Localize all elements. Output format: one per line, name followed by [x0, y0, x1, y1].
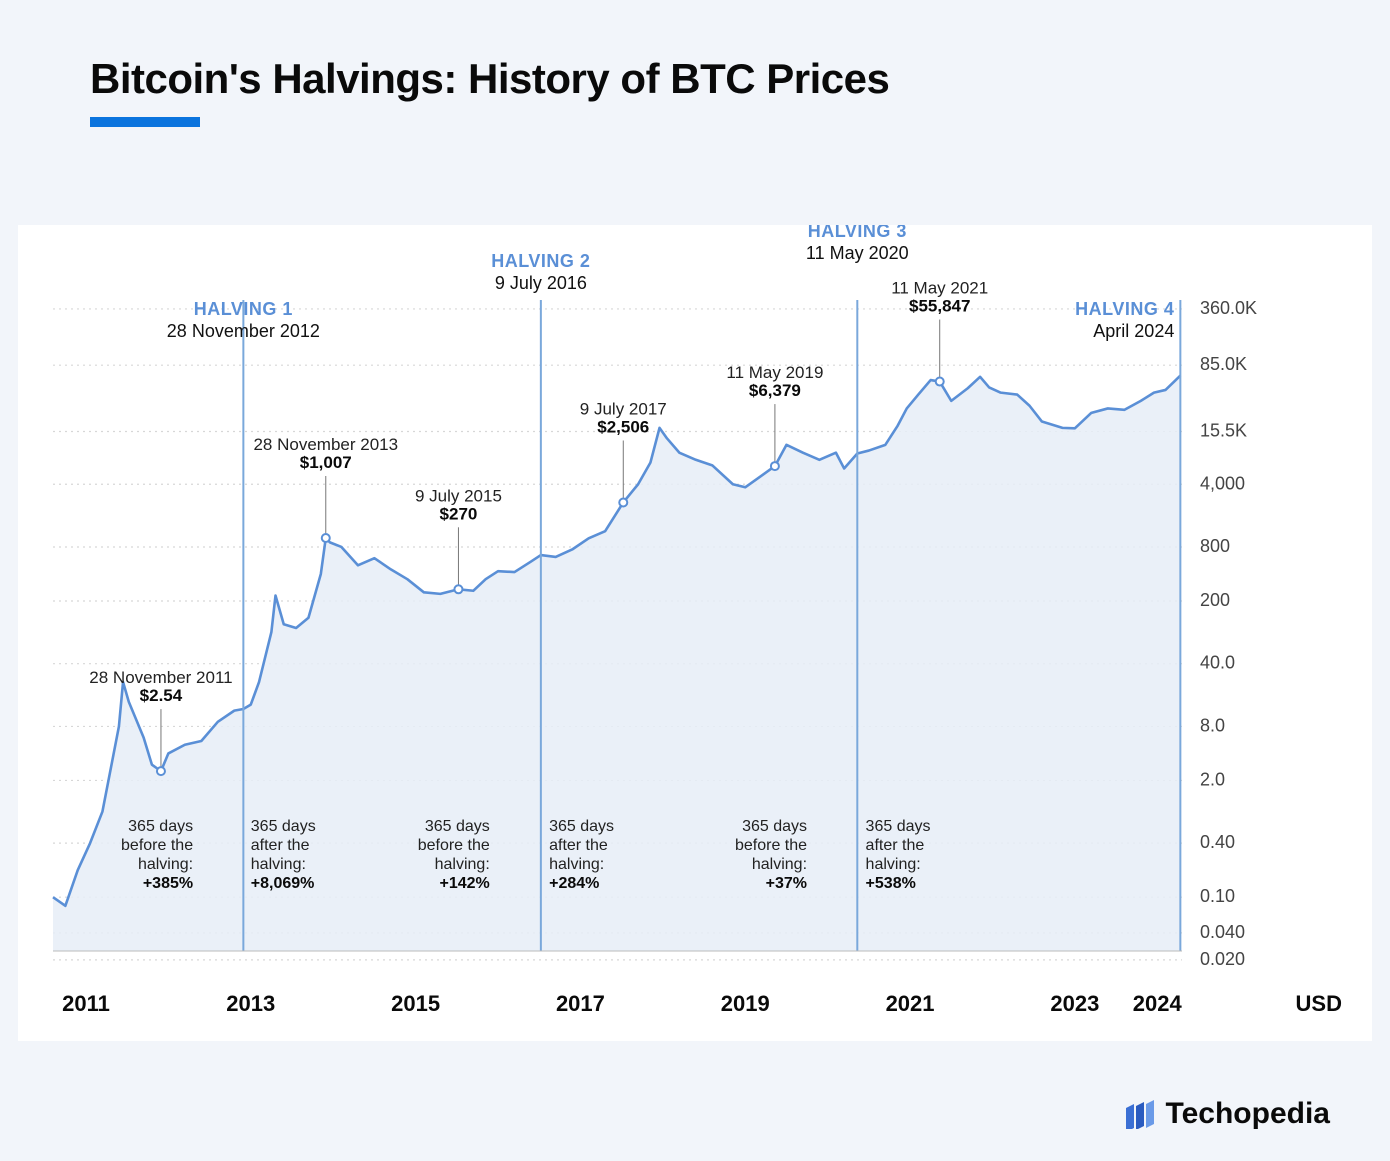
svg-text:$2,506: $2,506: [597, 417, 649, 436]
svg-text:halving:: halving:: [251, 856, 306, 873]
svg-text:2017: 2017: [556, 991, 605, 1016]
footer: Techopedia: [1122, 1097, 1330, 1131]
svg-text:HALVING 1: HALVING 1: [194, 299, 293, 319]
svg-text:HALVING 4: HALVING 4: [1075, 299, 1174, 319]
svg-text:365 days: 365 days: [251, 818, 316, 835]
svg-text:after the: after the: [251, 837, 310, 854]
svg-text:April 2024: April 2024: [1093, 321, 1174, 341]
svg-text:9 July 2017: 9 July 2017: [580, 399, 667, 418]
svg-text:HALVING 3: HALVING 3: [808, 225, 907, 241]
svg-text:2013: 2013: [226, 991, 275, 1016]
svg-text:85.0K: 85.0K: [1200, 354, 1247, 374]
chart-header: Bitcoin's Halvings: History of BTC Price…: [0, 0, 1390, 157]
svg-text:after the: after the: [866, 837, 925, 854]
svg-text:2021: 2021: [886, 991, 935, 1016]
svg-text:365 days: 365 days: [128, 818, 193, 835]
svg-text:200: 200: [1200, 590, 1230, 610]
svg-text:9 July 2015: 9 July 2015: [415, 486, 502, 505]
svg-text:+8,069%: +8,069%: [251, 875, 315, 892]
svg-text:9 July 2016: 9 July 2016: [495, 273, 587, 293]
svg-text:2015: 2015: [391, 991, 440, 1016]
svg-text:$55,847: $55,847: [909, 297, 970, 316]
svg-text:2.0: 2.0: [1200, 769, 1225, 789]
svg-text:USD: USD: [1296, 991, 1342, 1016]
brand-name: Techopedia: [1166, 1097, 1330, 1131]
chart-title: Bitcoin's Halvings: History of BTC Price…: [90, 55, 1300, 103]
svg-text:+37%: +37%: [766, 875, 807, 892]
svg-text:$270: $270: [440, 504, 478, 523]
svg-text:800: 800: [1200, 536, 1230, 556]
svg-text:28 November 2011: 28 November 2011: [89, 668, 232, 687]
svg-text:2019: 2019: [721, 991, 770, 1016]
svg-text:8.0: 8.0: [1200, 715, 1225, 735]
svg-text:365 days: 365 days: [425, 818, 490, 835]
svg-text:0.10: 0.10: [1200, 886, 1235, 906]
svg-text:halving:: halving:: [435, 856, 490, 873]
svg-text:40.0: 40.0: [1200, 653, 1235, 673]
svg-text:$1,007: $1,007: [300, 453, 352, 472]
svg-text:before the: before the: [121, 837, 193, 854]
svg-text:0.40: 0.40: [1200, 832, 1235, 852]
brand-logo-icon: [1122, 1099, 1156, 1129]
svg-text:halving:: halving:: [752, 856, 807, 873]
chart-card: 360.0K 85.0K 15.5K 4,000 800 200 40.0 8.0 2.0 0.4…: [18, 225, 1372, 1041]
svg-text:15.5K: 15.5K: [1200, 420, 1247, 440]
svg-text:0.040: 0.040: [1200, 922, 1245, 942]
svg-text:+142%: +142%: [440, 875, 490, 892]
svg-text:0.020: 0.020: [1200, 949, 1245, 969]
svg-text:$6,379: $6,379: [749, 381, 801, 400]
svg-text:halving:: halving:: [138, 856, 193, 873]
svg-text:11 May 2021: 11 May 2021: [891, 279, 988, 298]
svg-text:before the: before the: [735, 837, 807, 854]
svg-text:28 November 2012: 28 November 2012: [167, 321, 320, 341]
svg-text:365 days: 365 days: [866, 818, 931, 835]
svg-text:+385%: +385%: [143, 875, 193, 892]
svg-text:HALVING 2: HALVING 2: [491, 251, 590, 271]
svg-text:halving:: halving:: [549, 856, 604, 873]
svg-text:2023: 2023: [1050, 991, 1099, 1016]
svg-text:$2.54: $2.54: [140, 686, 183, 705]
svg-text:360.0K: 360.0K: [1200, 298, 1257, 318]
svg-text:before the: before the: [418, 837, 490, 854]
svg-text:after the: after the: [549, 837, 608, 854]
svg-text:365 days: 365 days: [549, 818, 614, 835]
svg-text:2011: 2011: [62, 991, 110, 1016]
svg-text:11 May 2020: 11 May 2020: [806, 243, 909, 263]
svg-text:365 days: 365 days: [742, 818, 807, 835]
price-chart: 360.0K 85.0K 15.5K 4,000 800 200 40.0 8.0 2.0 0.4…: [18, 225, 1372, 1041]
svg-text:+284%: +284%: [549, 875, 599, 892]
svg-text:11 May 2019: 11 May 2019: [726, 363, 823, 382]
svg-text:+538%: +538%: [866, 875, 916, 892]
title-underline: [90, 117, 200, 127]
svg-text:2024: 2024: [1133, 991, 1183, 1016]
svg-text:4,000: 4,000: [1200, 473, 1245, 493]
svg-text:halving:: halving:: [866, 856, 921, 873]
svg-text:28 November 2013: 28 November 2013: [253, 435, 398, 454]
